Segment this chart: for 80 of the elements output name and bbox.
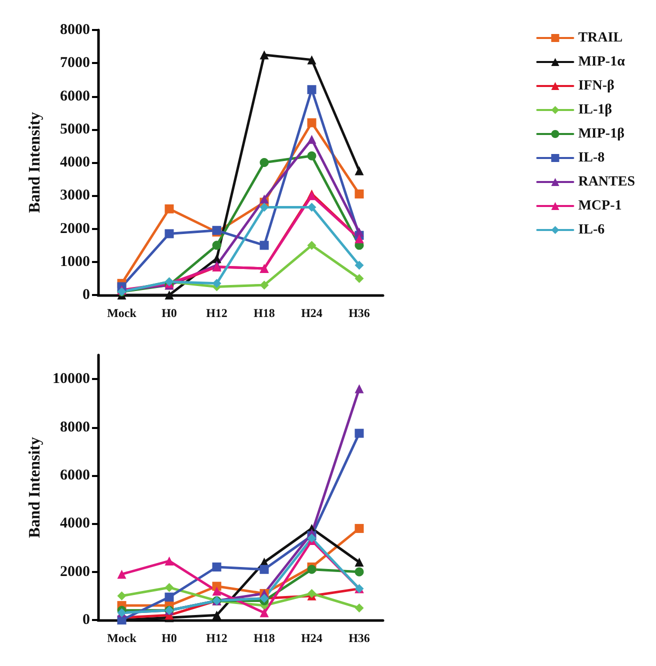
y-tick-label: 6000	[60, 88, 90, 104]
point	[354, 384, 364, 394]
point	[260, 240, 269, 250]
y-tick-label: 2000	[60, 564, 90, 580]
point	[307, 589, 316, 598]
y-tick-label: 6000	[60, 467, 90, 484]
legend-label: IL-8	[578, 150, 605, 166]
point	[164, 204, 174, 214]
legend-label: MCP-1	[578, 198, 622, 214]
point	[354, 558, 364, 567]
point	[260, 564, 269, 574]
point	[212, 278, 222, 288]
y-tick-label: 0	[82, 287, 90, 303]
y-tick-label: 2000	[60, 220, 90, 237]
point	[354, 428, 364, 438]
point	[354, 166, 364, 176]
y-axis-title: Band Intensity	[26, 112, 44, 213]
point	[260, 280, 269, 290]
point	[307, 564, 316, 574]
x-tick-label: H0	[162, 631, 177, 645]
point	[260, 158, 269, 167]
x-tick-label: H0	[162, 306, 177, 320]
legend-label: MIP-1β	[578, 126, 624, 142]
point	[212, 562, 222, 572]
point	[260, 194, 269, 204]
point	[307, 134, 316, 144]
legend-label: IFN-β	[578, 78, 614, 94]
x-tick-label: H36	[348, 306, 370, 320]
point	[354, 274, 364, 283]
y-tick-label: 0	[82, 612, 90, 628]
y-tick-label: 1000	[60, 254, 90, 270]
point	[354, 189, 364, 198]
point	[307, 240, 316, 250]
legend-label: IL-1β	[578, 102, 612, 118]
y-tick-label: 10000	[52, 371, 90, 388]
point	[307, 118, 316, 128]
point	[164, 290, 174, 300]
point	[164, 582, 174, 592]
y-tick-label: 4000	[60, 154, 90, 170]
point	[307, 85, 316, 94]
x-tick-label: H18	[254, 631, 275, 645]
point	[307, 534, 316, 543]
y-tick-label: 8000	[60, 22, 90, 38]
point	[354, 567, 364, 576]
point	[212, 586, 222, 596]
legend-label: IL-6	[578, 222, 605, 238]
point	[260, 608, 269, 618]
point	[260, 50, 269, 60]
legend-label: TRAIL	[578, 30, 623, 46]
point	[117, 570, 126, 579]
point	[212, 610, 222, 620]
point	[164, 556, 174, 566]
x-tick-label: H24	[301, 631, 322, 645]
y-tick-label: 4000	[60, 516, 90, 532]
point	[354, 524, 364, 533]
point	[212, 254, 222, 264]
y-tick-label: 5000	[60, 121, 90, 138]
point	[117, 591, 126, 600]
point	[354, 260, 364, 270]
point	[354, 228, 364, 237]
point	[307, 55, 316, 64]
legend-label: RANTES	[578, 174, 636, 190]
point	[307, 151, 316, 160]
y-tick-label: 3000	[60, 188, 90, 204]
y-axis-title: Band Intensity	[26, 437, 44, 538]
point	[164, 229, 174, 238]
x-tick-label: Mock	[107, 306, 137, 320]
x-tick-label: H12	[206, 306, 228, 320]
x-tick-label: H24	[301, 306, 322, 320]
x-tick-label: H18	[254, 306, 275, 320]
point	[212, 240, 222, 250]
point	[354, 603, 364, 612]
point	[260, 202, 269, 212]
y-tick-label: 7000	[60, 55, 90, 72]
x-tick-label: H36	[348, 631, 370, 645]
x-tick-label: Mock	[107, 631, 137, 645]
x-tick-label: H12	[206, 631, 228, 645]
y-tick-label: 8000	[60, 419, 90, 436]
point	[164, 592, 174, 602]
legend-label: MIP-1α	[578, 54, 626, 70]
